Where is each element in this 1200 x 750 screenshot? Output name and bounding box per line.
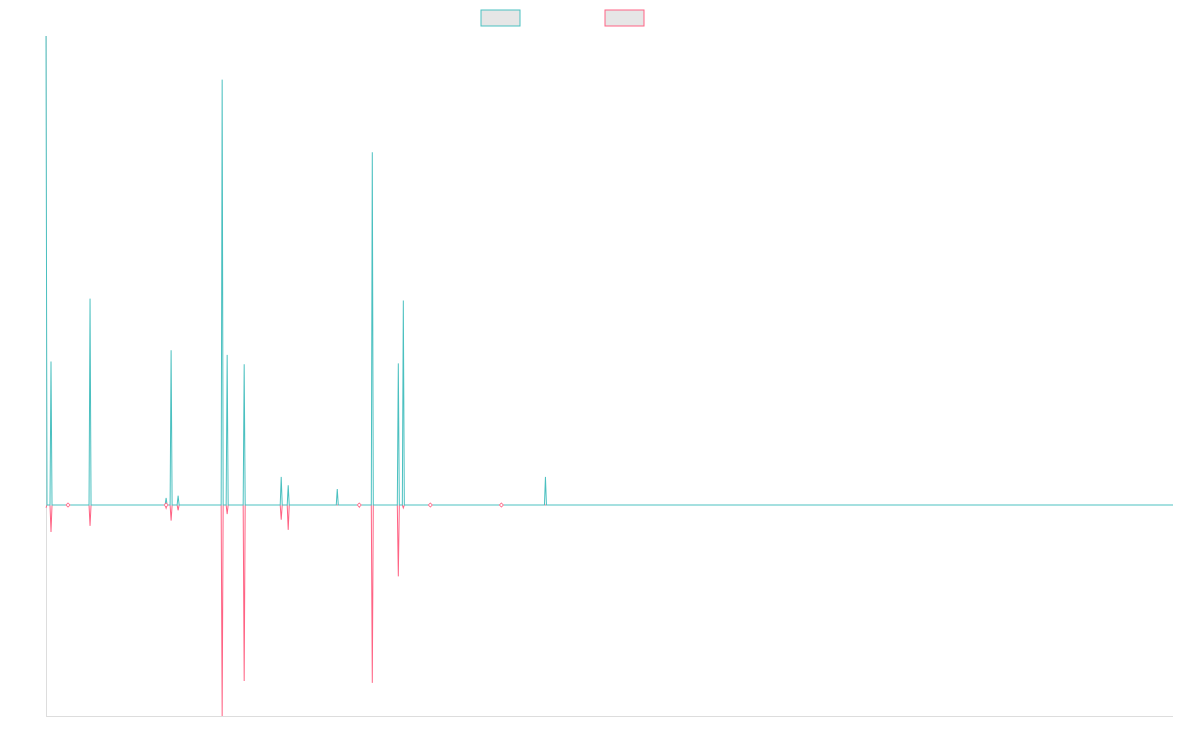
legend	[480, 9, 645, 27]
line-series-a	[45, 35, 1173, 506]
point-marker	[356, 502, 362, 508]
point-marker	[427, 502, 433, 508]
point-marker	[163, 502, 169, 508]
legend-swatch-series-a	[480, 9, 521, 27]
legend-item-series-b[interactable]	[604, 9, 645, 27]
line-series-b	[45, 504, 1173, 717]
legend-item-series-a[interactable]	[480, 9, 521, 27]
point-marker	[65, 502, 71, 508]
axes	[46, 36, 1173, 717]
legend-swatch-series-b	[604, 9, 645, 27]
point-marker	[498, 502, 504, 508]
plot-area	[45, 35, 1173, 717]
